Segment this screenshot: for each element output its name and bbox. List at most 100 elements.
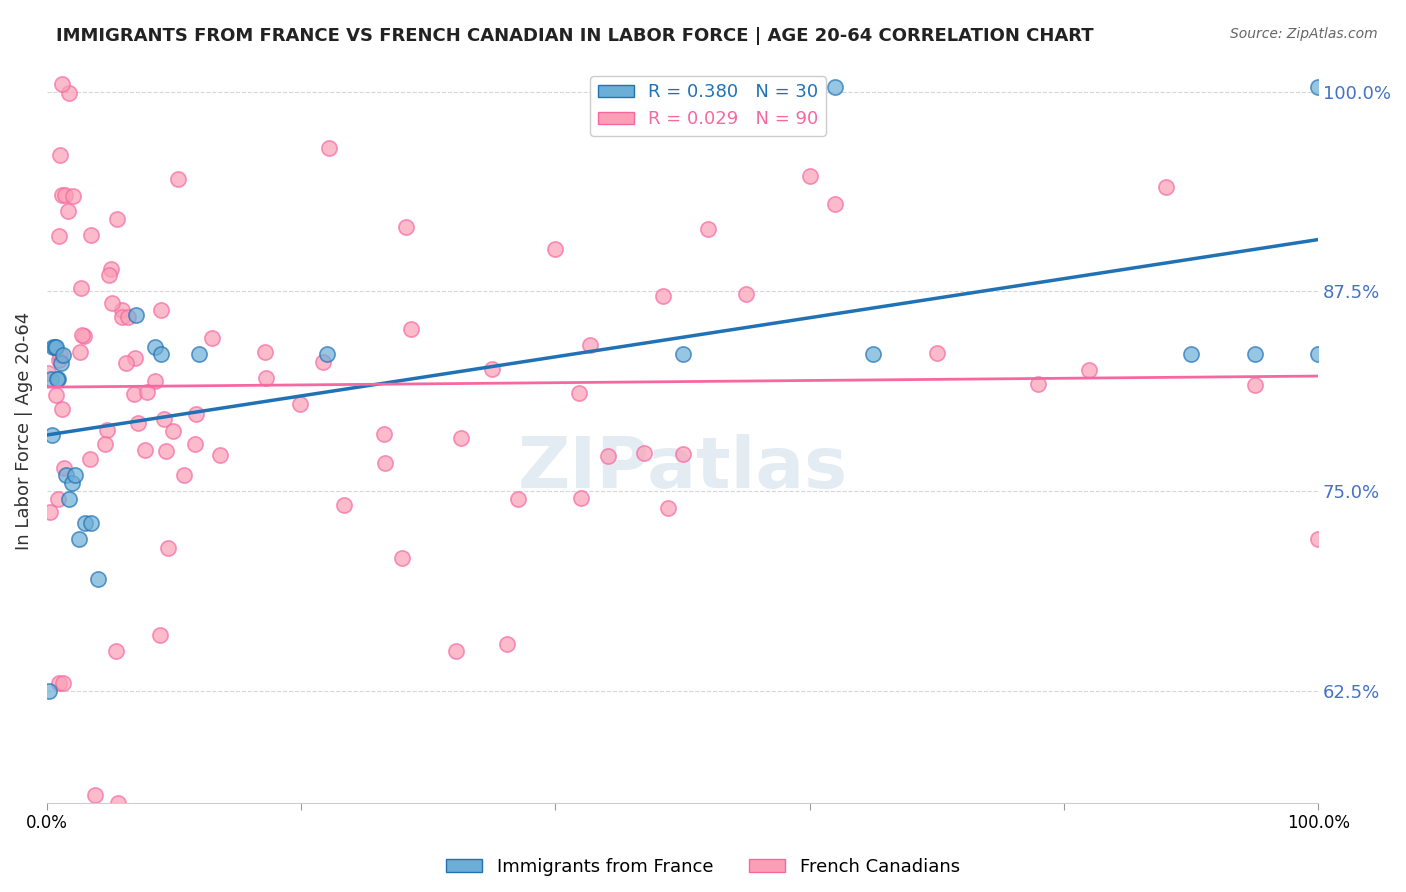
Point (42, 340, 65, 354)
Point (41, 428, 63, 442)
Point (201, 331, 224, 345)
Point (824, 79, 846, 94)
Point (1308, 346, 1330, 360)
Point (80, 516, 103, 530)
Point (391, 550, 413, 565)
Point (1243, 377, 1265, 392)
Point (254, 371, 277, 385)
Point (53, 188, 76, 202)
Point (1078, 363, 1101, 377)
Point (39, 372, 62, 386)
Point (508, 491, 530, 506)
Point (122, 387, 145, 401)
Point (333, 498, 356, 512)
Point (73, 329, 96, 343)
Point (149, 628, 172, 642)
Point (253, 345, 276, 359)
Text: IMMIGRANTS FROM FRANCE VS FRENCH CANADIAN IN LABOR FORCE | AGE 20-64 CORRELATION: IMMIGRANTS FROM FRANCE VS FRENCH CANADIA… (56, 27, 1094, 45)
Point (671, 346, 693, 360)
Point (58, 491, 80, 506)
Point (48, 229, 70, 244)
Point (578, 338, 600, 352)
Point (39, 505, 62, 519)
Point (167, 172, 190, 186)
Point (87, 572, 110, 586)
Point (51, 77, 73, 91)
Point (208, 448, 231, 462)
Point (52, 348, 75, 362)
Point (51, 402, 73, 417)
Point (824, 197, 846, 211)
Point (111, 310, 134, 324)
Point (111, 303, 134, 318)
Point (58, 86, 80, 100)
Point (444, 644, 467, 658)
Point (56, 204, 79, 219)
Point (697, 221, 720, 235)
Point (117, 310, 139, 324)
Point (1308, 532, 1330, 546)
Point (152, 412, 174, 426)
Point (70, 327, 93, 342)
Point (315, 346, 337, 360)
Point (312, 355, 335, 369)
Point (150, 346, 173, 360)
Point (69, 344, 91, 359)
Point (568, 385, 591, 400)
Point (544, 242, 567, 256)
Point (184, 408, 207, 422)
Point (657, 501, 679, 516)
Point (127, 416, 149, 430)
Point (862, 346, 884, 360)
Point (135, 385, 157, 400)
Text: Source: ZipAtlas.com: Source: ZipAtlas.com (1230, 27, 1378, 41)
Point (62, 189, 84, 203)
Point (73, 516, 96, 530)
Point (1180, 346, 1202, 360)
Point (38, 683, 60, 698)
Point (150, 302, 173, 317)
Point (79, 228, 101, 243)
Point (145, 374, 167, 388)
Point (51, 188, 73, 202)
Point (373, 426, 395, 441)
Point (925, 345, 948, 359)
Point (124, 351, 146, 365)
Point (1028, 376, 1050, 391)
Point (46, 492, 69, 507)
Point (37, 366, 59, 380)
Point (45, 340, 67, 354)
Point (633, 446, 655, 460)
Point (143, 340, 166, 354)
Point (156, 541, 179, 556)
Y-axis label: In Labor Force | Age 20-64: In Labor Force | Age 20-64 (15, 312, 32, 550)
Point (184, 436, 207, 450)
Point (52, 461, 75, 475)
Point (46, 372, 69, 386)
Point (101, 296, 124, 310)
Point (125, 308, 148, 322)
Point (155, 444, 177, 458)
Point (100, 261, 122, 276)
Point (45, 388, 67, 402)
Point (399, 322, 422, 336)
Point (395, 220, 418, 235)
Point (799, 169, 821, 184)
Point (290, 397, 312, 411)
Point (162, 424, 184, 438)
Point (735, 287, 758, 301)
Point (173, 468, 195, 483)
Point (84, 788, 107, 802)
Text: ZIPatlas: ZIPatlas (517, 434, 848, 503)
Point (55, 468, 77, 483)
Legend: Immigrants from France, French Canadians: Immigrants from France, French Canadians (439, 851, 967, 883)
Point (115, 356, 138, 370)
Point (49, 356, 72, 370)
Point (496, 637, 519, 651)
Point (48, 348, 70, 362)
Point (671, 447, 693, 461)
Point (63, 468, 86, 483)
Point (652, 289, 675, 303)
Point (1154, 179, 1177, 194)
Point (318, 141, 340, 155)
